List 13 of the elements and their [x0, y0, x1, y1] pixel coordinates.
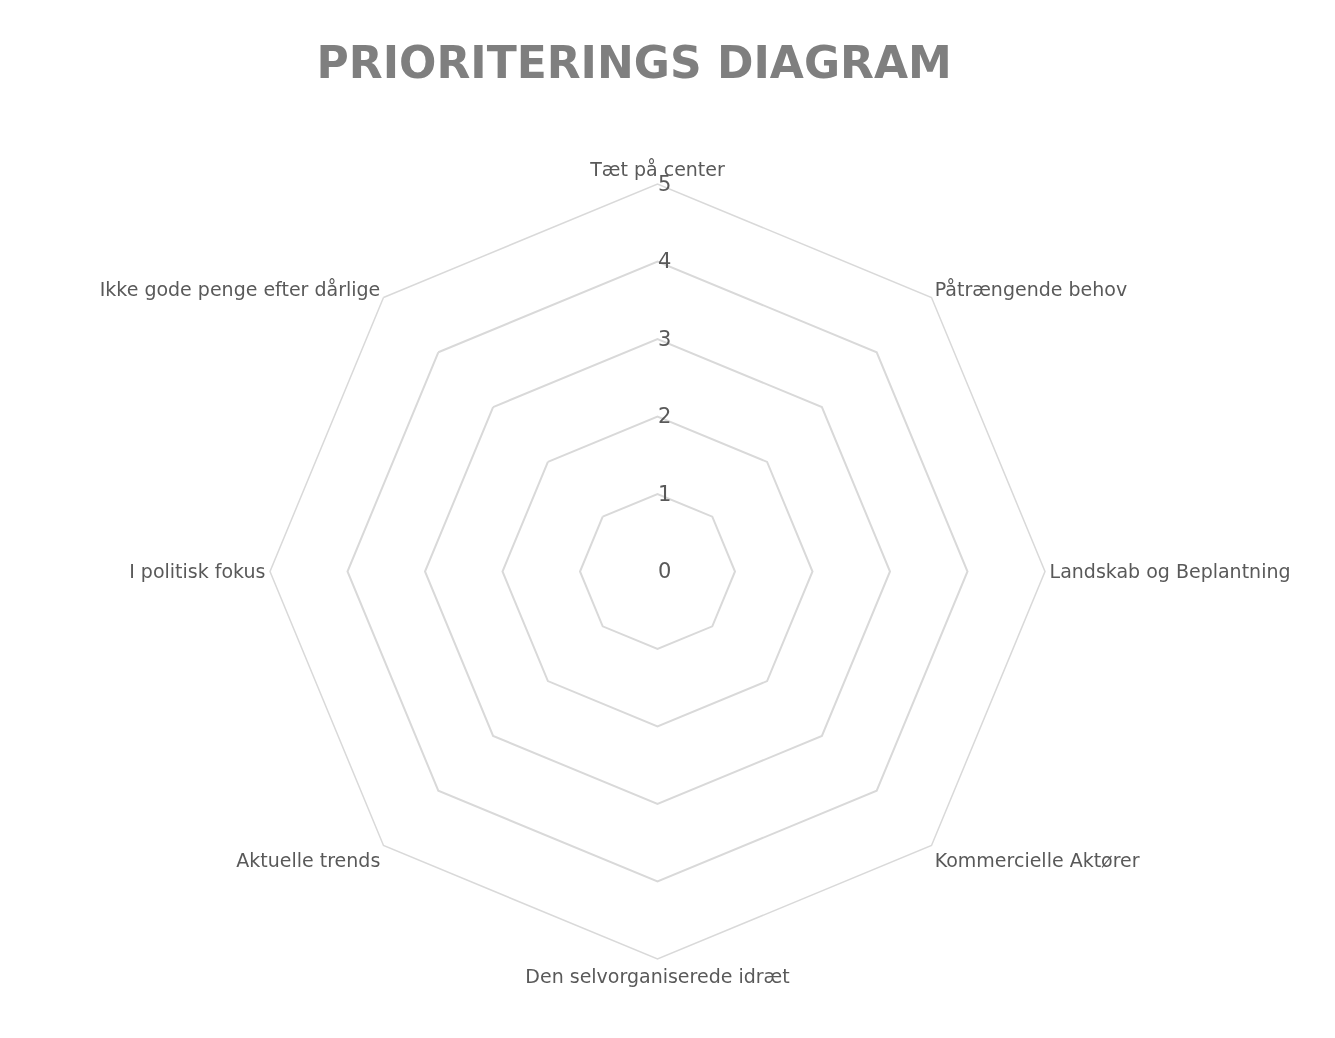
- spoke-label: Ikke gode penge efter dårlige: [99, 278, 381, 301]
- spoke-label: Aktuelle trends: [236, 848, 381, 871]
- spoke-label: Påtrængende behov: [934, 278, 1128, 301]
- y-tick-label: 2: [658, 404, 672, 429]
- spoke-label: Landskab og Beplantning: [1049, 560, 1291, 583]
- y-tick-label: 1: [658, 481, 672, 506]
- spoke-label: Kommercielle Aktører: [934, 848, 1140, 871]
- chart-title: PRIORITERINGS DIAGRAM: [316, 36, 952, 88]
- y-tick-label: 4: [658, 249, 672, 274]
- spoke-label: Den selvorganiserede idræt: [525, 964, 790, 987]
- y-tick-label: 3: [658, 326, 672, 351]
- y-tick-label: 0: [658, 559, 672, 584]
- spoke-label: I politisk fokus: [129, 560, 266, 583]
